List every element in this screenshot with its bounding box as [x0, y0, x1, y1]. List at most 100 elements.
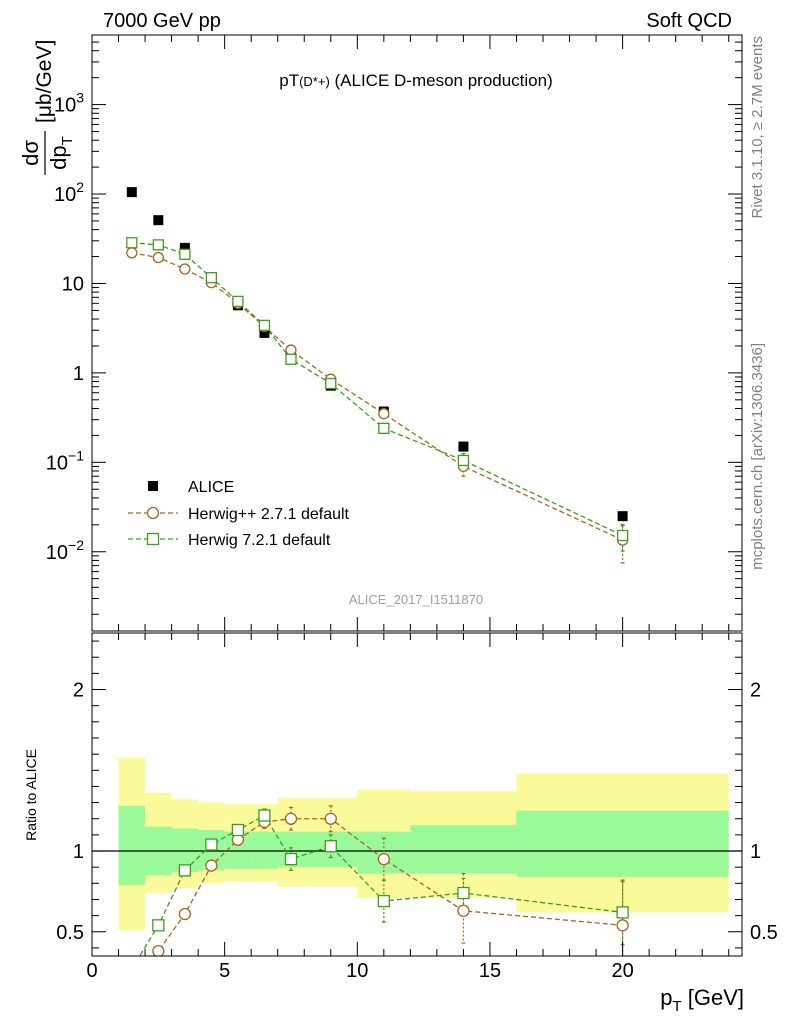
uncertainty-band-inner — [516, 810, 729, 877]
ratio-y-tick-label: 0.5 — [56, 922, 84, 944]
uncertainty-band-inner — [410, 825, 517, 874]
data-point — [259, 327, 270, 338]
x-tick-label: 15 — [479, 960, 501, 982]
ratio-y-tick-label: 2 — [73, 680, 84, 702]
energy-label: 7000 GeV pp — [103, 10, 221, 32]
mc-point — [232, 295, 244, 308]
data-point — [153, 215, 164, 226]
x-axis-label: pT [GeV] — [660, 985, 744, 1015]
main-panel-frame — [91, 34, 743, 632]
analysis-id: ALICE_2017_I1511870 — [349, 592, 483, 607]
ratio-y-axis-label: Ratio to ALICE — [23, 749, 39, 841]
ratio-panel: 0.5 0.5 1 1 2 2 0 5 10 15 20 Ratio to ALICE pT [G… — [23, 632, 778, 1015]
mc-point — [616, 919, 629, 932]
mc-point — [377, 894, 390, 908]
ratio-y-tick-label-right: 0.5 — [750, 922, 778, 944]
mc-point — [377, 852, 390, 866]
y-tick-label: 1 — [73, 363, 84, 385]
mc-point — [258, 319, 271, 332]
x-label-main: p — [660, 985, 672, 1010]
mc-point — [324, 840, 337, 853]
y-tick-label-exponent: 3 — [76, 90, 84, 106]
y-tick-label: 10−2 — [46, 537, 84, 564]
plot-title-rest: (ALICE D-meson production) — [330, 71, 553, 90]
y-tick-label-base: 10 — [46, 452, 68, 474]
legend-label: Herwig 7.2.1 default — [188, 532, 331, 549]
mc-point — [285, 344, 297, 356]
x-tick-label: 20 — [611, 960, 633, 982]
y-label-unit: [μb/GeV] — [33, 40, 56, 123]
mc-point — [324, 812, 337, 825]
mc-point — [457, 454, 470, 467]
mc-point — [284, 852, 298, 866]
y-tick-label: 10−1 — [46, 447, 84, 474]
plot-title-main: pT — [279, 71, 299, 90]
data-point — [126, 187, 137, 198]
mc-point — [231, 823, 245, 837]
legend-label: Herwig++ 2.7.1 default — [188, 506, 350, 523]
y-tick-label-exponent: −1 — [68, 447, 84, 463]
legend-label: ALICE — [188, 479, 234, 496]
data-point — [148, 481, 158, 491]
uncertainty-band-inner — [118, 805, 146, 885]
mc-point — [126, 247, 138, 259]
mc-point — [179, 248, 191, 260]
ratio-y-tick-label-right: 2 — [750, 680, 761, 702]
y-tick-label-base: 10 — [54, 95, 76, 117]
data-point — [458, 441, 469, 452]
plot-title: pT(D*+) (ALICE D-meson production) — [279, 71, 553, 90]
mc-point — [205, 272, 218, 284]
mc-point — [284, 812, 298, 825]
y-tick-label: 102 — [54, 179, 84, 206]
mcplots-label: mcplots.cern.ch [arXiv:1306.3436] — [749, 343, 766, 570]
mc-point — [152, 945, 165, 956]
mc-point — [457, 904, 470, 917]
mc-point — [457, 886, 470, 900]
data-point — [617, 511, 628, 522]
x-label-unit: [GeV] — [682, 985, 744, 1010]
mc-point — [146, 532, 160, 546]
mc-point — [616, 906, 629, 919]
y-tick-label-base: 10 — [54, 184, 76, 206]
mc-point — [258, 809, 271, 822]
ratio-y-tick-label: 1 — [73, 841, 84, 863]
mc-point — [178, 907, 192, 921]
y-tick-label-exponent: −2 — [68, 537, 84, 553]
process-label: Soft QCD — [646, 10, 732, 32]
mc-point — [178, 864, 192, 877]
x-label-sub: T — [672, 998, 681, 1015]
mc-point — [205, 838, 218, 851]
data-point — [179, 242, 190, 253]
y-tick-label: 10 — [62, 273, 84, 295]
uncertainty-band-inner — [251, 831, 278, 869]
x-tick-label: 0 — [86, 960, 97, 982]
x-tick-label: 10 — [346, 960, 368, 982]
mc-point — [152, 251, 164, 264]
plot-title-sub: (D*+) — [299, 74, 330, 89]
mc-point — [179, 263, 191, 275]
rivet-version-label: Rivet 3.1.10, ≥ 2.7M events — [749, 36, 766, 219]
y-label-denominator: dpT — [46, 136, 76, 170]
mc-point — [152, 239, 164, 251]
ratio-panel-frame — [91, 632, 743, 957]
ratio-y-tick-label-right: 1 — [750, 841, 761, 863]
y-label-denominator-main: dp — [46, 145, 71, 169]
y-tick-label: 103 — [54, 90, 84, 117]
y-tick-label-base: 10 — [46, 542, 68, 564]
mc-point — [325, 377, 337, 390]
y-label-numerator: dσ — [18, 140, 43, 166]
mc-point — [126, 237, 138, 249]
y-label-denominator-sub: T — [59, 136, 76, 145]
y-axis-label: dσ dpT [μb/GeV] — [18, 40, 76, 175]
mc-point — [126, 963, 137, 974]
legend: ALICE Herwig++ 2.7.1 default Herwig 7.2.1 … — [128, 479, 350, 549]
mc-point — [378, 408, 390, 420]
mc-point — [378, 422, 390, 434]
mc-point — [146, 506, 160, 520]
mc-point — [205, 859, 218, 872]
mc-point — [285, 353, 297, 365]
series-line — [131, 252, 623, 541]
mc-point — [126, 973, 137, 984]
x-tick-label: 5 — [219, 960, 230, 982]
